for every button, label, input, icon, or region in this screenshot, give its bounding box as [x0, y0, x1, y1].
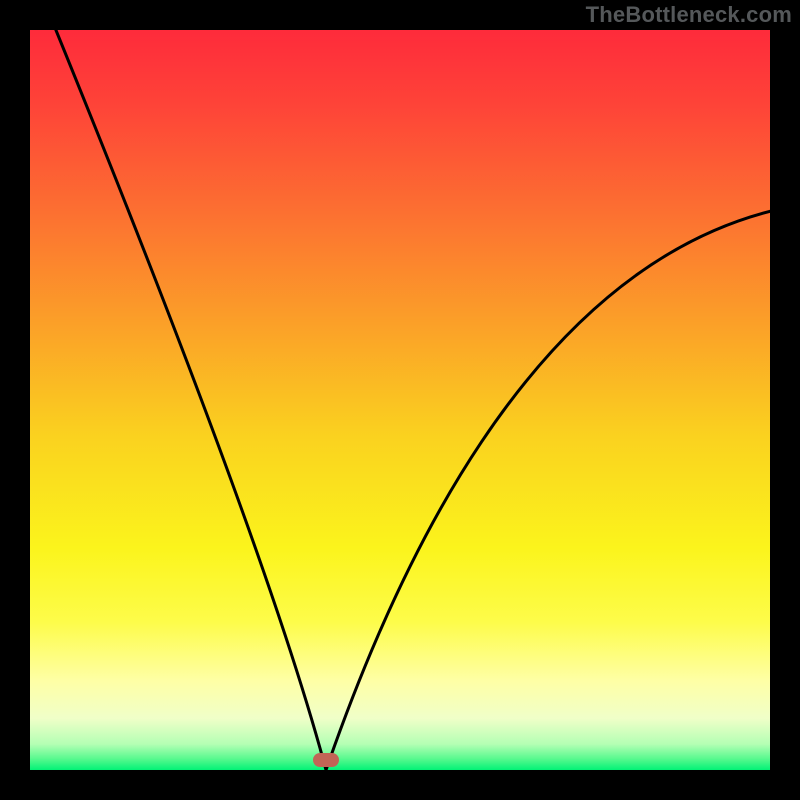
- chart-canvas: TheBottleneck.com: [0, 0, 800, 800]
- watermark-text: TheBottleneck.com: [586, 2, 792, 28]
- bottleneck-curve: [30, 30, 770, 770]
- plot-area: [30, 30, 770, 770]
- optimal-point-marker: [313, 753, 339, 767]
